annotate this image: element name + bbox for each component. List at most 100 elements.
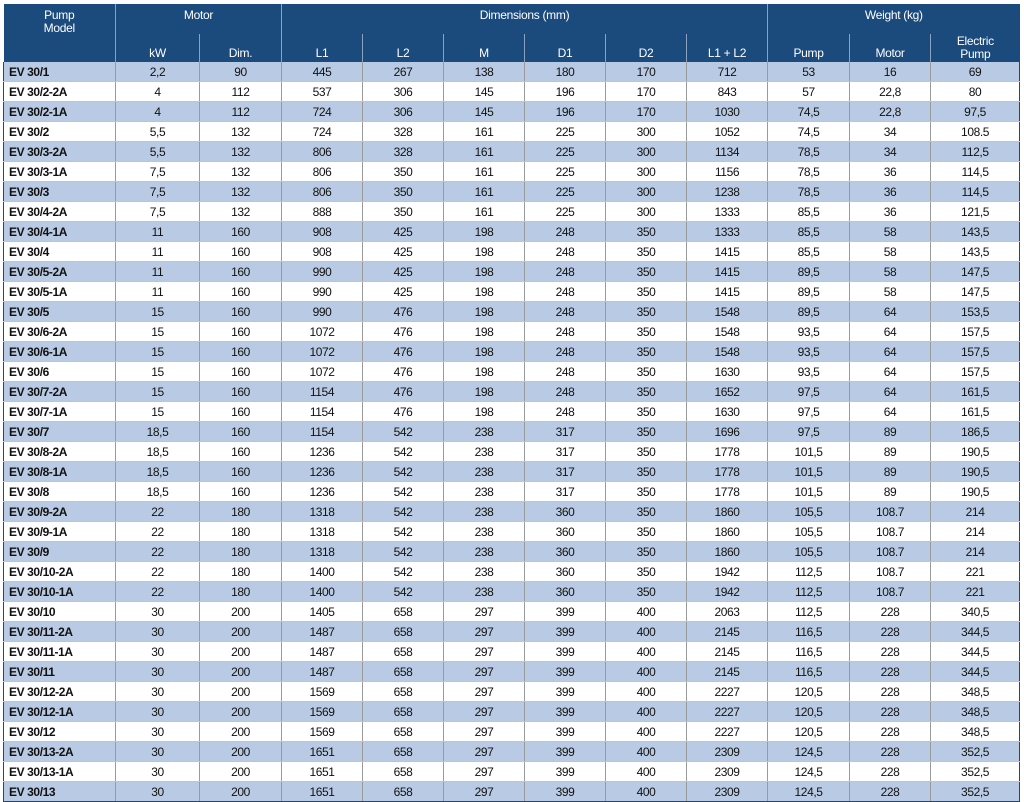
d2-cell: 350 <box>605 421 687 442</box>
l2-cell: 350 <box>362 181 444 202</box>
motor-weight-cell: 228 <box>849 741 931 762</box>
l1-cell: 806 <box>281 141 363 162</box>
d1-cell: 225 <box>524 141 606 162</box>
pump-weight-cell: 120,5 <box>767 681 850 702</box>
motor-weight-cell: 228 <box>849 661 931 682</box>
pump-model-cell: EV 30/3-2A <box>3 141 116 162</box>
pump-model-cell: EV 30/8 <box>3 481 116 502</box>
l1-l2-cell: 1778 <box>685 481 768 502</box>
l2-cell: 542 <box>362 501 444 522</box>
pump-model-cell: EV 30/11-2A <box>3 621 116 642</box>
pump-weight-cell: 85,5 <box>767 241 850 262</box>
l2-cell: 658 <box>362 601 444 622</box>
l1-cell: 445 <box>281 62 363 82</box>
pump-model-cell: EV 30/6-1A <box>3 341 116 362</box>
pump-model-cell: EV 30/5 <box>3 301 116 322</box>
motor-kw-cell: 30 <box>115 641 200 662</box>
l2-cell: 658 <box>362 741 444 762</box>
d2-cell: 300 <box>605 121 687 142</box>
l1-cell: 990 <box>281 301 363 322</box>
l1-l2-cell: 1860 <box>685 521 768 542</box>
motor-dim-cell: 200 <box>199 621 282 642</box>
motor-kw-cell: 18,5 <box>115 461 200 482</box>
electric-pump-weight-cell: 153,5 <box>930 301 1021 322</box>
table-row: EV 30/9-1A 22 180 1318 542 238 360 350 1860 105,5… <box>3 521 1021 542</box>
m-cell: 161 <box>443 141 525 162</box>
l2-cell: 658 <box>362 701 444 722</box>
table-row: EV 30/5 15 160 990 476 198 248 350 1548 89,5 64 153… <box>3 301 1021 322</box>
motor-dim-cell: 132 <box>199 201 282 222</box>
table-row: EV 30/13-1A 30 200 1651 658 297 399 400 2309 124,… <box>3 761 1021 782</box>
d1-cell: 248 <box>524 321 606 342</box>
motor-kw-cell: 4 <box>115 81 200 102</box>
motor-dim-cell: 160 <box>199 381 282 402</box>
header-motor-weight: Motor <box>849 34 931 62</box>
m-cell: 238 <box>443 441 525 462</box>
d1-cell: 248 <box>524 281 606 302</box>
table-row: EV 30/6-2A 15 160 1072 476 198 248 350 1548 93,5 6… <box>3 321 1021 342</box>
m-cell: 198 <box>443 321 525 342</box>
m-cell: 161 <box>443 201 525 222</box>
pump-model-cell: EV 30/10-2A <box>3 561 116 582</box>
l1-cell: 1487 <box>281 621 363 642</box>
l1-cell: 1236 <box>281 441 363 462</box>
motor-weight-cell: 22,8 <box>849 81 931 102</box>
m-cell: 297 <box>443 641 525 662</box>
table-row: EV 30/7-1A 15 160 1154 476 198 248 350 1630 97,5 6… <box>3 401 1021 422</box>
table-row: EV 30/4-1A 11 160 908 425 198 248 350 1333 85,5 58… <box>3 221 1021 242</box>
electric-pump-weight-cell: 97,5 <box>930 101 1021 122</box>
motor-weight-cell: 228 <box>849 641 931 662</box>
header-pump-weight: Pump <box>767 34 850 62</box>
m-cell: 198 <box>443 401 525 422</box>
l1-cell: 1072 <box>281 321 363 342</box>
motor-kw-cell: 30 <box>115 721 200 742</box>
motor-kw-cell: 30 <box>115 601 200 622</box>
electric-pump-weight-cell: 186,5 <box>930 421 1021 442</box>
m-cell: 198 <box>443 221 525 242</box>
l1-l2-cell: 1548 <box>685 301 768 322</box>
motor-kw-cell: 18,5 <box>115 421 200 442</box>
pump-model-cell: EV 30/12-1A <box>3 701 116 722</box>
pump-weight-cell: 78,5 <box>767 181 850 202</box>
motor-kw-cell: 5,5 <box>115 121 200 142</box>
pump-model-cell: EV 30/2-2A <box>3 81 116 102</box>
motor-weight-cell: 64 <box>849 321 931 342</box>
motor-dim-cell: 160 <box>199 301 282 322</box>
electric-pump-weight-cell: 221 <box>930 581 1021 602</box>
motor-dim-cell: 132 <box>199 141 282 162</box>
motor-kw-cell: 11 <box>115 261 200 282</box>
d1-cell: 225 <box>524 121 606 142</box>
d2-cell: 350 <box>605 441 687 462</box>
d1-cell: 248 <box>524 301 606 322</box>
table-row: EV 30/2-1A 4 112 724 306 145 196 170 1030 74,5 22,… <box>3 101 1021 122</box>
m-cell: 297 <box>443 661 525 682</box>
motor-weight-cell: 64 <box>849 401 931 422</box>
d1-cell: 248 <box>524 401 606 422</box>
table-row: EV 30/6-1A 15 160 1072 476 198 248 350 1548 93,5 6… <box>3 341 1021 362</box>
table-row: EV 30/5-1A 11 160 990 425 198 248 350 1415 89,5 58… <box>3 281 1021 302</box>
motor-kw-cell: 15 <box>115 401 200 422</box>
motor-weight-cell: 228 <box>849 681 931 702</box>
l2-cell: 542 <box>362 441 444 462</box>
pump-model-cell: EV 30/12 <box>3 721 116 742</box>
motor-dim-cell: 112 <box>199 101 282 122</box>
d1-cell: 360 <box>524 541 606 562</box>
l1-cell: 1487 <box>281 661 363 682</box>
motor-kw-cell: 30 <box>115 761 200 782</box>
motor-dim-cell: 112 <box>199 81 282 102</box>
m-cell: 297 <box>443 741 525 762</box>
motor-weight-cell: 34 <box>849 121 931 142</box>
electric-pump-weight-cell: 147,5 <box>930 261 1021 282</box>
d2-cell: 400 <box>605 681 687 702</box>
electric-pump-weight-cell: 69 <box>930 62 1021 82</box>
l1-cell: 1569 <box>281 701 363 722</box>
motor-kw-cell: 11 <box>115 241 200 262</box>
l1-l2-cell: 1942 <box>685 561 768 582</box>
motor-weight-cell: 108.7 <box>849 541 931 562</box>
pump-weight-cell: 53 <box>767 62 850 82</box>
motor-dim-cell: 200 <box>199 781 282 802</box>
pump-weight-cell: 97,5 <box>767 401 850 422</box>
l1-cell: 1154 <box>281 401 363 422</box>
motor-kw-cell: 18,5 <box>115 441 200 462</box>
motor-kw-cell: 15 <box>115 361 200 382</box>
